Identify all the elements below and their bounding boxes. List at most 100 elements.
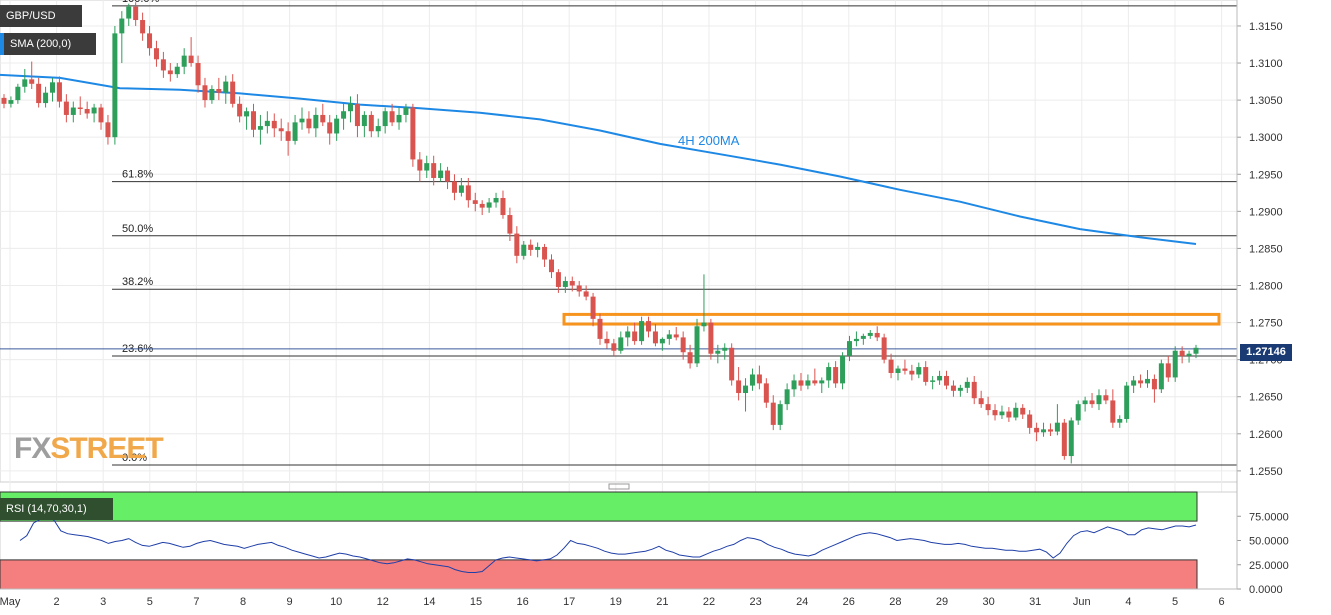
x-tick-label: 26 [843, 596, 855, 608]
x-tick-label: 23 [749, 596, 761, 608]
candle-body [306, 118, 312, 129]
candle-body [84, 109, 90, 114]
candle-body [971, 381, 977, 399]
candle-body [403, 107, 409, 115]
candle-body [424, 163, 430, 171]
candle-body [167, 70, 173, 75]
candle-body [257, 126, 263, 130]
candle-body [174, 66, 180, 75]
candle-body [528, 244, 534, 250]
candle-body [195, 63, 201, 86]
rsi-y-tick-label: 25.0000 [1249, 560, 1289, 572]
candle-body [687, 352, 693, 364]
fibonacci-levels: 100.0%61.8%50.0%38.2%23.6%0.0% [0, 0, 1237, 466]
candle-body [417, 159, 423, 171]
sma-200: 4H 200MA [0, 73, 1197, 245]
candle-body [604, 338, 610, 344]
candle-body [188, 55, 194, 64]
rsi-panel: 75.0000 50.0000 25.0000 0.0000 [0, 491, 1289, 596]
candle-body [569, 281, 575, 286]
candle-body [736, 380, 742, 394]
candle-body [70, 107, 76, 115]
current-price-tag: 1.27146 [1240, 344, 1292, 361]
y-tick-label: 1.2650 [1249, 392, 1283, 404]
candle-body [133, 6, 139, 21]
candle-body [29, 79, 35, 84]
candle-body [500, 197, 506, 216]
rsi-oversold-band [0, 559, 1198, 590]
fib-label: 50.0% [122, 223, 153, 235]
candle-body [812, 380, 818, 384]
x-tick-label: 5 [1172, 596, 1178, 608]
candle-body [833, 367, 839, 384]
candle-body [98, 107, 104, 123]
rsi-indicator-badge[interactable]: RSI (14,70,30,1) [0, 498, 113, 520]
candle-body [937, 375, 943, 381]
x-tick-label: 31 [1029, 596, 1041, 608]
candle-body [583, 291, 589, 297]
y-tick-label: 1.2550 [1249, 466, 1283, 478]
axes [0, 0, 1238, 590]
candle-body [853, 338, 859, 342]
y-tick-label: 1.2900 [1249, 206, 1283, 218]
candle-body [1047, 429, 1053, 432]
x-tick-label: 29 [936, 596, 948, 608]
fib-label: 61.8% [122, 169, 153, 181]
x-tick-label: 19 [610, 596, 622, 608]
candle-body [313, 114, 319, 129]
candle-body [50, 82, 56, 93]
sma-indicator-badge[interactable]: SMA (200,0) [0, 33, 96, 55]
x-tick-label: 22 [703, 596, 715, 608]
candle-body [1041, 429, 1047, 433]
candle-body [299, 118, 305, 123]
candle-body [1165, 363, 1171, 378]
candle-body [431, 163, 437, 178]
candle-body [978, 398, 984, 405]
candle-body [126, 6, 132, 19]
candle-body [1144, 378, 1150, 384]
candle-body [63, 101, 69, 115]
logo-fx: FX [14, 432, 51, 465]
candle-body [105, 122, 111, 138]
candle-body [805, 380, 811, 386]
x-tick-label: 7 [193, 596, 199, 608]
candle-body [701, 322, 707, 327]
x-tick-label: 5 [147, 596, 153, 608]
candle-body [1013, 407, 1019, 418]
candle-body [216, 88, 222, 93]
candle-body [826, 367, 832, 381]
candle-body [548, 259, 554, 273]
candle-body [320, 114, 326, 123]
x-tick-label: Jun [1073, 596, 1091, 608]
candle-body [1089, 400, 1095, 405]
candle-body [1, 97, 7, 104]
candle-body [985, 404, 991, 411]
candle-body [389, 111, 395, 123]
y-tick-label: 1.2950 [1249, 169, 1283, 181]
candle-body [285, 131, 291, 141]
candle-body [1172, 350, 1178, 378]
candle-body [244, 111, 250, 117]
candle-body [722, 347, 728, 351]
x-tick-label: 30 [982, 596, 994, 608]
candle-body [348, 103, 354, 112]
candle-body [250, 111, 256, 130]
candle-body [743, 385, 749, 394]
candle-body [1138, 380, 1144, 384]
x-tick-label: 24 [796, 596, 808, 608]
candle-body [1117, 418, 1123, 423]
candle-body [659, 338, 665, 344]
x-tick-label: 28 [889, 596, 901, 608]
candle-body [957, 387, 963, 391]
rsi-y-tick-label: 50.0000 [1249, 536, 1289, 548]
candle-body [230, 81, 236, 104]
candle-body [327, 122, 333, 134]
candle-body [840, 355, 846, 384]
candle-body [112, 33, 118, 138]
candle-body [590, 296, 596, 319]
candle-body [334, 118, 340, 134]
fib-label: 100.0% [122, 0, 160, 5]
candle-body [153, 48, 159, 60]
x-tick-label: 6 [1219, 596, 1225, 608]
candle-body [140, 20, 146, 34]
